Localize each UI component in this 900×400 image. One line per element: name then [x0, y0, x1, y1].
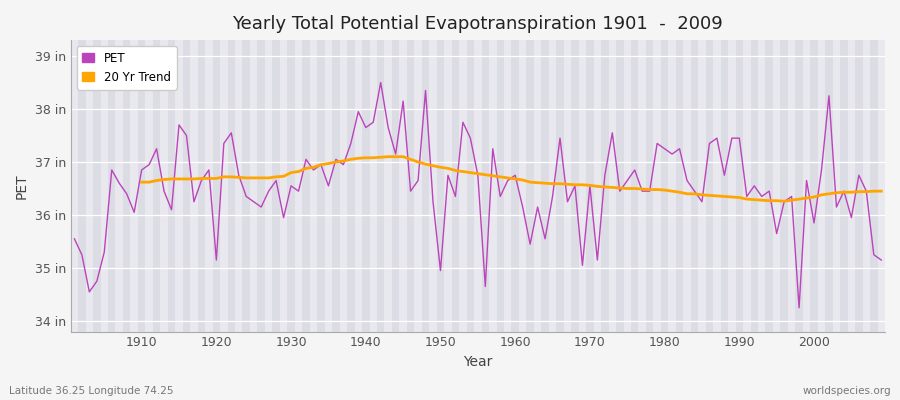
Text: Latitude 36.25 Longitude 74.25: Latitude 36.25 Longitude 74.25 [9, 386, 174, 396]
Legend: PET, 20 Yr Trend: PET, 20 Yr Trend [76, 46, 176, 90]
Bar [855, 40, 862, 332]
Bar [631, 40, 638, 332]
Bar [676, 40, 683, 332]
Bar [332, 40, 339, 332]
Bar [601, 40, 608, 332]
Bar [153, 40, 160, 332]
Bar [257, 40, 265, 332]
Bar [780, 40, 788, 332]
Bar [572, 40, 579, 332]
Bar [482, 40, 489, 332]
Bar [691, 40, 698, 332]
Bar [796, 40, 803, 332]
Bar [78, 40, 86, 332]
Bar [735, 40, 743, 332]
Bar [287, 40, 295, 332]
Bar [317, 40, 325, 332]
Bar [841, 40, 848, 332]
Bar [466, 40, 474, 332]
Bar [392, 40, 400, 332]
Bar [810, 40, 818, 332]
X-axis label: Year: Year [464, 355, 492, 369]
Bar [228, 40, 235, 332]
Bar [407, 40, 414, 332]
Bar [497, 40, 504, 332]
Bar [138, 40, 146, 332]
Bar [616, 40, 624, 332]
Bar [242, 40, 250, 332]
Bar [273, 40, 280, 332]
Bar [751, 40, 758, 332]
Bar [526, 40, 534, 332]
Bar [108, 40, 115, 332]
Bar [123, 40, 130, 332]
Bar [198, 40, 205, 332]
Bar [586, 40, 594, 332]
Text: worldspecies.org: worldspecies.org [803, 386, 891, 396]
Bar [541, 40, 549, 332]
Bar [870, 40, 878, 332]
Bar [511, 40, 519, 332]
Bar [436, 40, 445, 332]
Y-axis label: PET: PET [15, 173, 29, 199]
Bar [661, 40, 669, 332]
Bar [422, 40, 429, 332]
Title: Yearly Total Potential Evapotranspiration 1901  -  2009: Yearly Total Potential Evapotranspiratio… [232, 15, 724, 33]
Bar [766, 40, 773, 332]
Bar [362, 40, 370, 332]
Bar [646, 40, 653, 332]
Bar [721, 40, 728, 332]
Bar [212, 40, 220, 332]
Bar [452, 40, 459, 332]
Bar [556, 40, 563, 332]
Bar [825, 40, 833, 332]
Bar [167, 40, 176, 332]
Bar [377, 40, 384, 332]
Bar [706, 40, 713, 332]
Bar [347, 40, 355, 332]
Bar [302, 40, 310, 332]
Bar [93, 40, 101, 332]
Bar [183, 40, 190, 332]
